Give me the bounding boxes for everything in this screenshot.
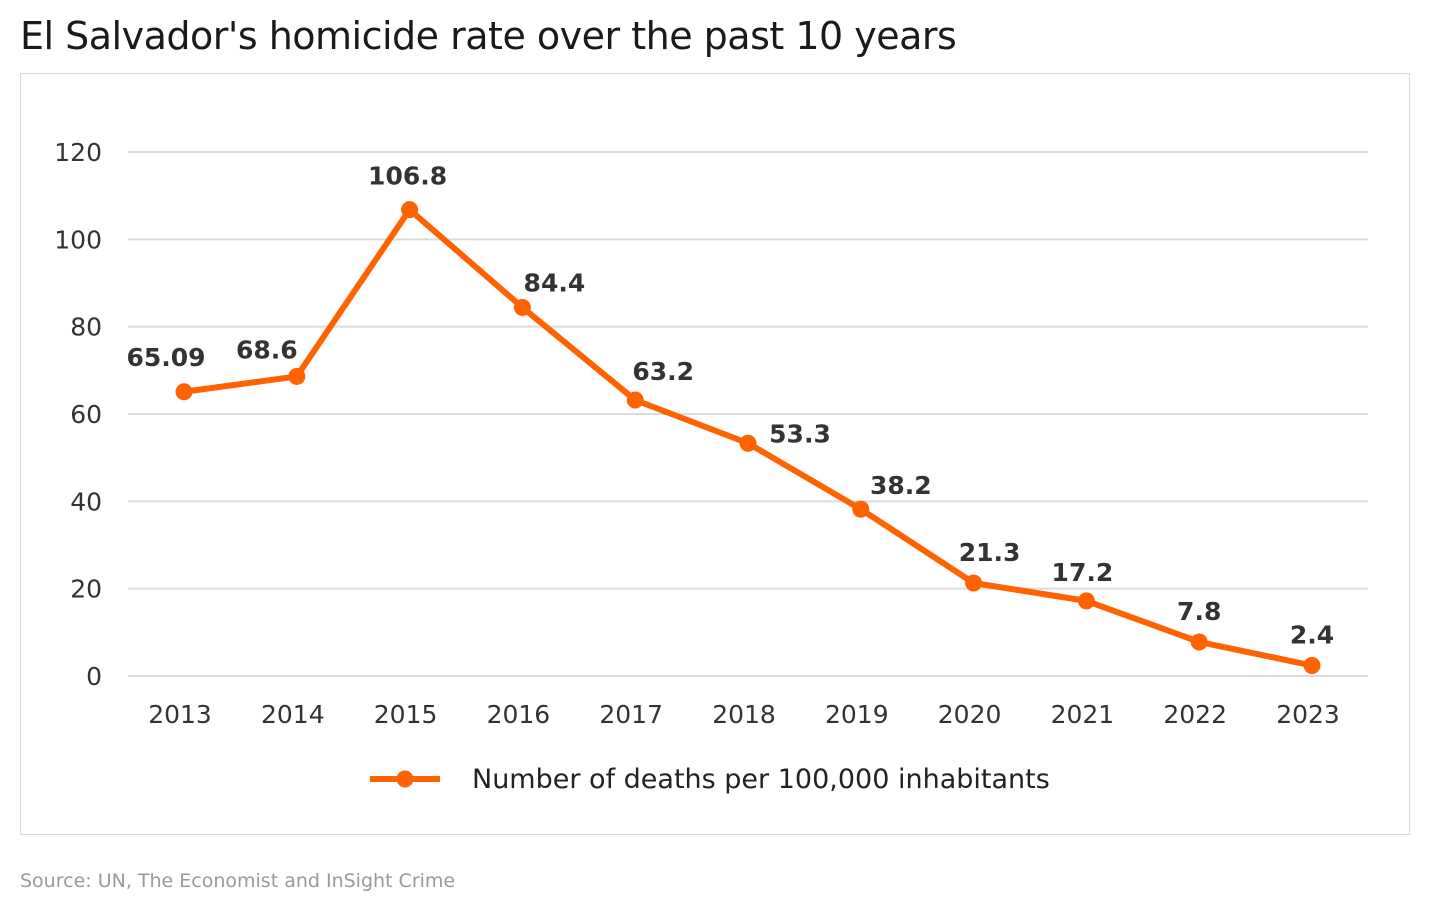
legend-marker — [396, 770, 414, 788]
y-tick-label: 0 — [86, 662, 102, 691]
data-point — [401, 201, 419, 219]
data-label: 7.8 — [1177, 597, 1221, 626]
data-point — [965, 574, 983, 592]
y-tick-label: 20 — [70, 575, 102, 604]
x-tick-label: 2020 — [938, 700, 1002, 729]
x-tick-label: 2018 — [712, 700, 776, 729]
y-tick-label: 100 — [54, 225, 102, 254]
data-label: 21.3 — [959, 538, 1021, 567]
x-tick-label: 2022 — [1163, 700, 1227, 729]
data-point — [852, 500, 870, 518]
data-label: 38.2 — [870, 471, 932, 500]
data-point — [739, 434, 757, 452]
y-tick-label: 40 — [70, 487, 102, 516]
x-tick-label: 2014 — [261, 700, 325, 729]
x-tick-label: 2017 — [599, 700, 663, 729]
data-point — [288, 367, 306, 385]
data-label: 65.09 — [126, 343, 205, 372]
x-tick-label: 2016 — [487, 700, 551, 729]
x-tick-label: 2023 — [1276, 700, 1340, 729]
data-point — [513, 298, 531, 316]
x-tick-label: 2019 — [825, 700, 889, 729]
x-tick-label: 2021 — [1051, 700, 1115, 729]
chart-title: El Salvador's homicide rate over the pas… — [20, 14, 957, 58]
data-label: 106.8 — [368, 162, 447, 191]
data-point — [1303, 657, 1321, 675]
data-label: 53.3 — [769, 419, 831, 448]
data-label: 68.6 — [236, 335, 298, 364]
y-tick-label: 120 — [54, 138, 102, 167]
data-label: 2.4 — [1290, 621, 1334, 650]
y-tick-label: 80 — [70, 313, 102, 342]
data-point — [175, 383, 193, 401]
source-note: Source: UN, The Economist and InSight Cr… — [20, 870, 456, 892]
data-point — [1077, 592, 1095, 610]
data-label: 63.2 — [632, 357, 694, 386]
x-tick-label: 2013 — [148, 700, 212, 729]
chart-frame — [20, 73, 1410, 835]
data-label: 84.4 — [524, 268, 586, 297]
data-point — [626, 391, 644, 409]
legend-label: Number of deaths per 100,000 inhabitants — [472, 764, 1050, 795]
x-tick-label: 2015 — [374, 700, 438, 729]
y-tick-label: 60 — [70, 400, 102, 429]
data-point — [1190, 633, 1208, 651]
data-label: 17.2 — [1052, 558, 1114, 587]
